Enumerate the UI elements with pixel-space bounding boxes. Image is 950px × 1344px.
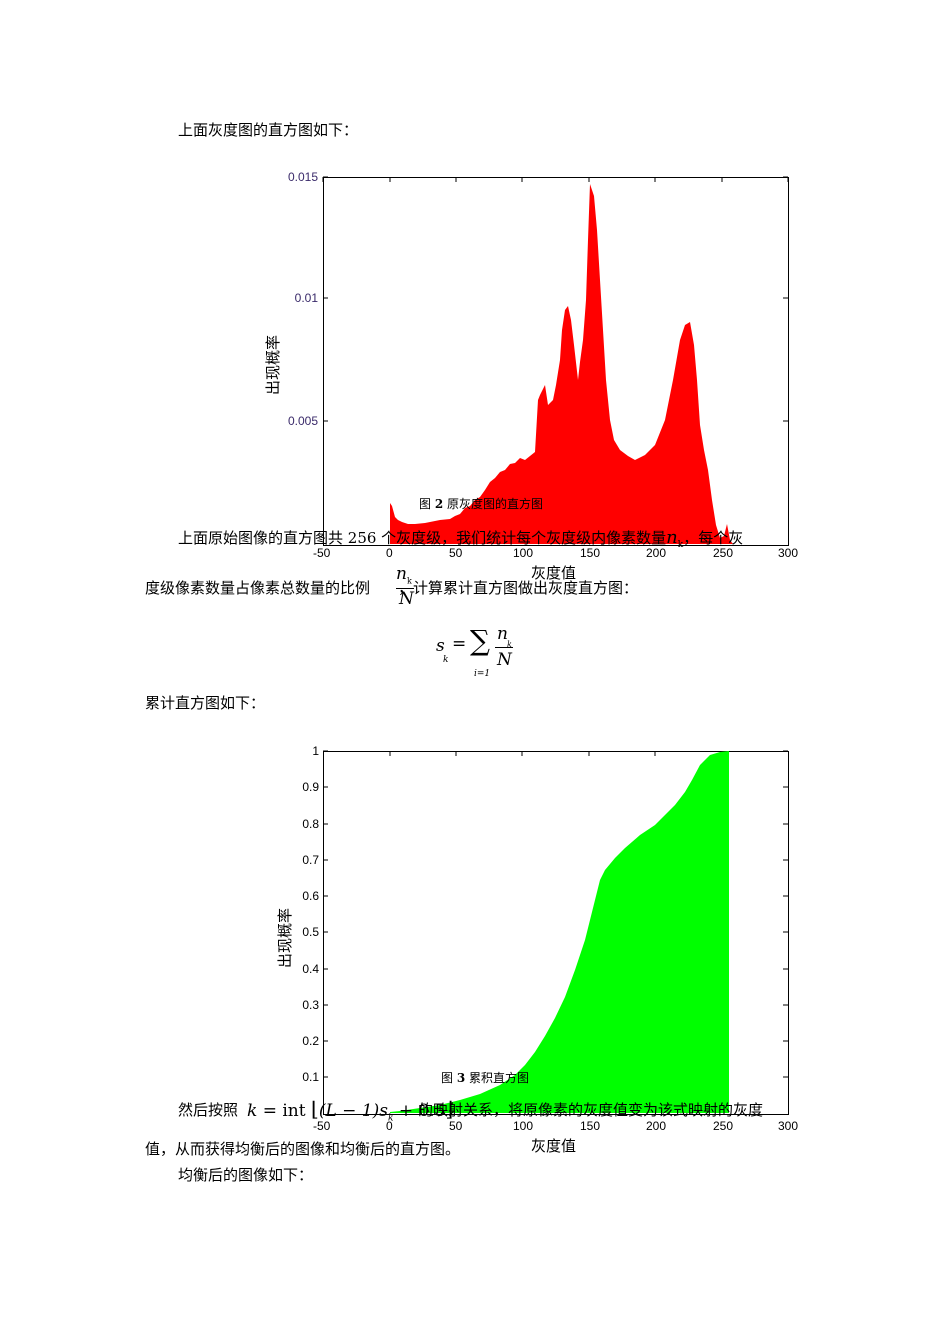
formula-num-sub: k [507,640,512,649]
formula-k: k [247,1101,258,1121]
formula-int: = int [262,1101,306,1121]
paragraph-text: 然后按照 [178,1101,239,1119]
paragraph-mapping: 然后按照 的映射关系，将原像素的灰度值变为该式映射的灰度 [178,1100,763,1120]
x-tick-label: -50 [313,546,331,560]
formula-sum-lower: i=1 [474,669,491,679]
fraction-sub: k [406,576,412,586]
paragraph-text: 度级像素数量占像素总数量的比例 [145,579,371,597]
paragraph-equalized-intro: 均衡后的图像如下： [178,1166,314,1184]
histogram-bars [322,176,789,544]
paragraph-result: 值，从而获得均衡后的图像和均衡后的直方图。 [145,1140,461,1158]
formula-sub: k [387,1113,394,1124]
formula-eq: = [452,634,467,654]
x-tick-label: 50 [449,546,463,560]
y-tick-label: 0.015 [287,170,318,184]
y-tick-label: 1 [312,744,319,758]
x-tick-label: 100 [513,1119,534,1133]
caption-prefix: 图 [441,1071,454,1085]
x-tick-label: 0 [386,1119,393,1133]
mapping-formula: k = int ⌊(L − 1)sk + 0.5⌋ [247,1097,454,1124]
paragraph-text: 上面原始图像的直方图共 256 个灰度级，我们统计每个灰度级内像素数量 [178,529,667,547]
fraction-numerator: n [396,564,407,584]
x-tick-label: 200 [646,1119,667,1133]
x-axis-title: 灰度值 [531,1137,577,1155]
y-tick-label: 0.6 [302,889,319,903]
fraction-bar [495,647,513,648]
caption-number: 2 [434,497,444,511]
cumulative-area [323,750,788,1113]
caption-number: 3 [456,1071,466,1085]
formula-sk-lhs: s [436,636,445,656]
sum-icon: ∑ [470,624,490,657]
x-tick-label: 150 [580,546,601,560]
paragraph-text: ，每个灰 [683,529,744,547]
x-tick-label: 100 [513,546,534,560]
y-tick-label: 0.01 [294,291,318,305]
y-tick-label: 0.2 [302,1034,319,1048]
x-tick-label: 0 [386,546,393,560]
y-tick-label: 0.9 [302,780,319,794]
x-tick-label: 150 [580,1119,601,1133]
figure-2-caption: 图 2 原灰度图的直方图 [419,495,543,512]
y-tick-label: 0.7 [302,853,319,867]
var-n: n [666,527,678,548]
ratio-fraction: nk [396,564,412,585]
fraction-bar [396,588,414,589]
x-tick-label: 300 [778,1119,799,1133]
paragraph-cumulative-intro: 累计直方图如下： [145,694,266,712]
y-tick-label: 0.005 [287,414,318,428]
y-axis-title: 出现概率 [276,907,294,968]
intro-paragraph: 上面灰度图的直方图如下： [178,121,359,139]
formula-plus: + 0.5 [398,1101,446,1121]
y-tick-label: 0.5 [302,925,319,939]
x-tick-label: 50 [449,1119,463,1133]
formula-sk-sub: k [443,655,449,665]
paragraph-ratio: 度级像素数量占像素总数量的比例 ，计算累计直方图做出灰度直方图： [145,578,638,598]
y-tick-label: 0.3 [302,998,319,1012]
var-sub: k [677,540,684,550]
paragraph-histogram-desc: 上面原始图像的直方图共 256 个灰度级，我们统计每个灰度级内像素数量nk，每个… [178,528,743,555]
x-tick-label: 200 [646,546,667,560]
y-tick-label: 0.1 [302,1070,319,1084]
x-tick-label: -50 [313,1119,331,1133]
formula-body: (L − 1)s [318,1101,388,1121]
paragraph-text: ，计算累计直方图做出灰度直方图： [398,579,639,597]
y-tick-label: 0.8 [302,817,319,831]
caption-text: 原灰度图的直方图 [447,497,544,511]
x-tick-label: 250 [713,546,734,560]
y-tick-label: 0.4 [302,962,319,976]
formula-den: N [497,650,512,670]
formula-num: n [497,624,508,644]
caption-prefix: 图 [419,497,432,511]
paragraph-text: 的映射关系，将原像素的灰度值变为该式映射的灰度 [418,1101,764,1119]
x-tick-label: 250 [713,1119,734,1133]
x-axis-title: 灰度值 [531,564,577,582]
x-tick-label: 300 [778,546,799,560]
caption-text: 累积直方图 [469,1071,530,1085]
ratio-denominator: N [399,589,414,609]
figure-3-caption: 图 3 累积直方图 [441,1069,529,1086]
